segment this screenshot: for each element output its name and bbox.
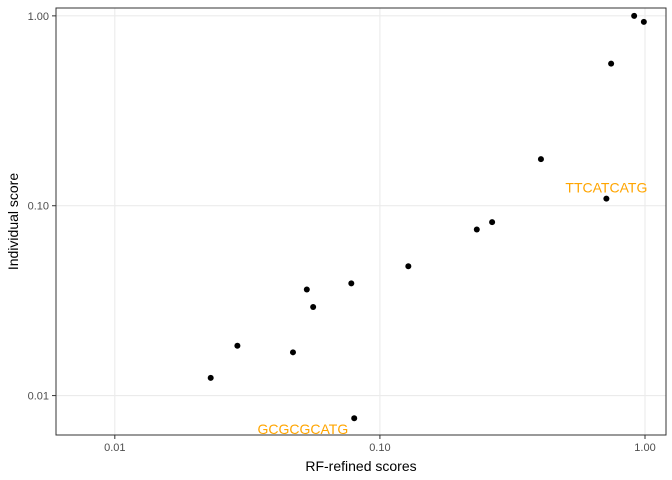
data-point [207, 374, 214, 381]
data-points [207, 12, 647, 422]
data-point [537, 156, 544, 163]
data-point [289, 349, 296, 356]
panel-border [55, 7, 667, 436]
x-tick-label: 0.10 [369, 442, 390, 454]
x-tick-label: 1.00 [634, 442, 655, 454]
y-tick-label: 0.01 [28, 391, 49, 403]
data-point [303, 286, 310, 293]
data-point [631, 12, 638, 19]
grid [56, 8, 666, 435]
y-axis-title: Individual score [5, 173, 21, 270]
x-axis-title: RF-refined scores [305, 458, 416, 474]
x-tick-label: 0.01 [104, 442, 125, 454]
data-point [603, 195, 610, 202]
data-point [234, 342, 241, 349]
data-point [640, 18, 647, 25]
data-point [310, 303, 317, 310]
data-point [608, 60, 615, 67]
y-tick-label: 0.10 [28, 201, 49, 213]
data-point [351, 415, 358, 422]
data-point [348, 280, 355, 287]
annotation-label: TTCATCATG [565, 180, 647, 196]
data-point [405, 263, 412, 270]
annotation-label: GCGCGCATG [257, 421, 348, 437]
data-point [489, 219, 496, 226]
y-tick-label: 1.00 [28, 11, 49, 23]
annotations: GCGCGCATG TTCATCATG [257, 180, 647, 438]
axes: 0.01 0.10 1.00 0.01 0.10 1.00 [28, 11, 656, 454]
data-point [473, 226, 480, 233]
